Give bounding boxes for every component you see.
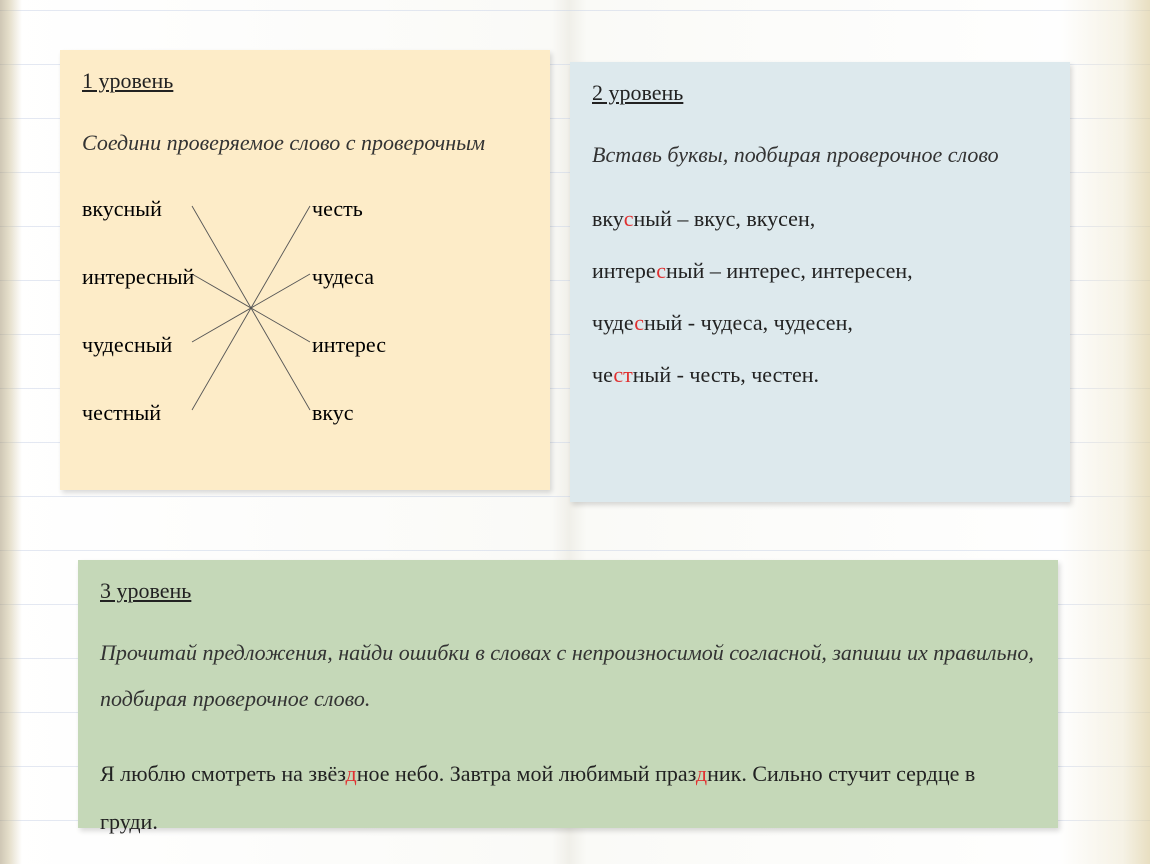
inserted-letter: д	[346, 761, 357, 786]
level2-items: вкусный – вкус, вкусен, интересный – инте…	[592, 208, 1048, 386]
level2-item: вкусный – вкус, вкусен,	[592, 208, 1048, 230]
page-left-binding	[0, 0, 22, 864]
level2-title: 2 уровень	[592, 80, 1048, 106]
level1-instruction: Соедини проверяемое слово с проверочным	[82, 120, 528, 166]
level2-item: интересный – интерес, интересен,	[592, 260, 1048, 282]
level1-card: 1 уровень Соедини проверяемое слово с пр…	[60, 50, 550, 490]
inserted-letter: с	[656, 258, 666, 283]
match-left-word: интересный	[82, 264, 282, 332]
level1-right-column: честьчудесаинтересвкус	[312, 196, 512, 468]
inserted-letter: ст	[613, 362, 632, 387]
match-right-word: вкус	[312, 400, 512, 468]
inserted-letter: д	[696, 761, 707, 786]
match-right-word: интерес	[312, 332, 512, 400]
inserted-letter: с	[624, 206, 634, 231]
level3-sentences: Я люблю смотреть на звёздное небо. Завтр…	[100, 750, 1036, 845]
match-left-word: честный	[82, 400, 282, 468]
level3-card: 3 уровень Прочитай предложения, найди ош…	[78, 560, 1058, 828]
level1-left-column: вкусныйинтересныйчудесныйчестный	[82, 196, 282, 468]
match-right-word: чудеса	[312, 264, 512, 332]
inserted-letter: с	[634, 310, 644, 335]
match-left-word: вкусный	[82, 196, 282, 264]
level3-title: 3 уровень	[100, 578, 1036, 604]
match-left-word: чудесный	[82, 332, 282, 400]
level2-item: честный - честь, честен.	[592, 364, 1048, 386]
level1-title: 1 уровень	[82, 68, 528, 94]
page-right-binding	[1060, 0, 1150, 864]
level3-instruction: Прочитай предложения, найди ошибки в сло…	[100, 630, 1036, 722]
level2-item: чудесный - чудеса, чудесен,	[592, 312, 1048, 334]
match-right-word: честь	[312, 196, 512, 264]
level1-match-area: вкусныйинтересныйчудесныйчестный честьчу…	[82, 196, 528, 466]
level2-card: 2 уровень Вставь буквы, подбирая проверо…	[570, 62, 1070, 502]
level2-instruction: Вставь буквы, подбирая проверочное слово	[592, 132, 1048, 178]
